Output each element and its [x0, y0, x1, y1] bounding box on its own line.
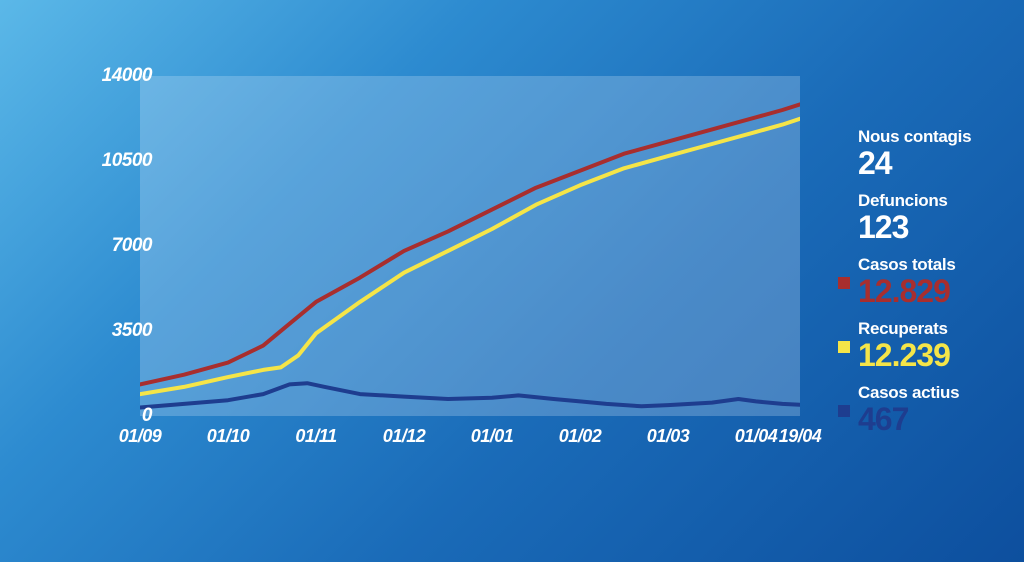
legend-swatch — [838, 341, 850, 353]
legend-value: 467 — [858, 403, 959, 435]
legend-text: Casos actius467 — [858, 383, 959, 435]
legend-value: 12.829 — [858, 275, 956, 307]
legend-text: Nous contagis24 — [858, 127, 971, 179]
series-line-casos_actius — [140, 383, 800, 407]
legend-label: Casos totals — [858, 255, 956, 275]
y-axis-label: 14000 — [102, 65, 152, 87]
x-axis-label: 01/02 — [559, 426, 602, 447]
y-axis-label: 0 — [142, 405, 152, 427]
legend-item: Recuperats12.239 — [838, 319, 971, 371]
legend-text: Defuncions123 — [858, 191, 948, 243]
legend-item: Defuncions123 — [838, 191, 971, 243]
y-axis-label: 10500 — [102, 150, 152, 172]
legend: Nous contagis24 Defuncions123 Casos totals… — [838, 127, 971, 435]
y-axis-label: 3500 — [112, 320, 152, 342]
legend-item: Casos actius467 — [838, 383, 971, 435]
x-axis-label: 01/03 — [647, 426, 690, 447]
x-axis-label: 01/10 — [207, 426, 250, 447]
legend-label: Defuncions — [858, 191, 948, 211]
chart-container: 0 3500 7000 10500 14000 01/09 01/10 01/11 01/12… — [0, 0, 1024, 562]
legend-value: 12.239 — [858, 339, 950, 371]
legend-value: 123 — [858, 211, 948, 243]
chart-svg — [140, 76, 800, 416]
legend-label: Nous contagis — [858, 127, 971, 147]
x-axis-label: 01/01 — [471, 426, 514, 447]
x-axis-label: 01/11 — [295, 426, 336, 447]
series-line-recuperats — [140, 119, 800, 394]
legend-value: 24 — [858, 147, 971, 179]
legend-item: Nous contagis24 — [838, 127, 971, 179]
y-axis-label: 7000 — [112, 235, 152, 257]
legend-label: Casos actius — [858, 383, 959, 403]
legend-swatch — [838, 277, 850, 289]
legend-swatch — [838, 405, 850, 417]
chart-area: 0 3500 7000 10500 14000 01/09 01/10 01/11 01/12… — [60, 66, 820, 496]
x-axis-label: 19/04 — [779, 426, 822, 447]
legend-label: Recuperats — [858, 319, 950, 339]
x-axis-label: 01/12 — [383, 426, 426, 447]
x-axis-label: 01/04 — [735, 426, 778, 447]
legend-item: Casos totals12.829 — [838, 255, 971, 307]
legend-text: Casos totals12.829 — [858, 255, 956, 307]
legend-text: Recuperats12.239 — [858, 319, 950, 371]
x-axis-label: 01/09 — [119, 426, 162, 447]
